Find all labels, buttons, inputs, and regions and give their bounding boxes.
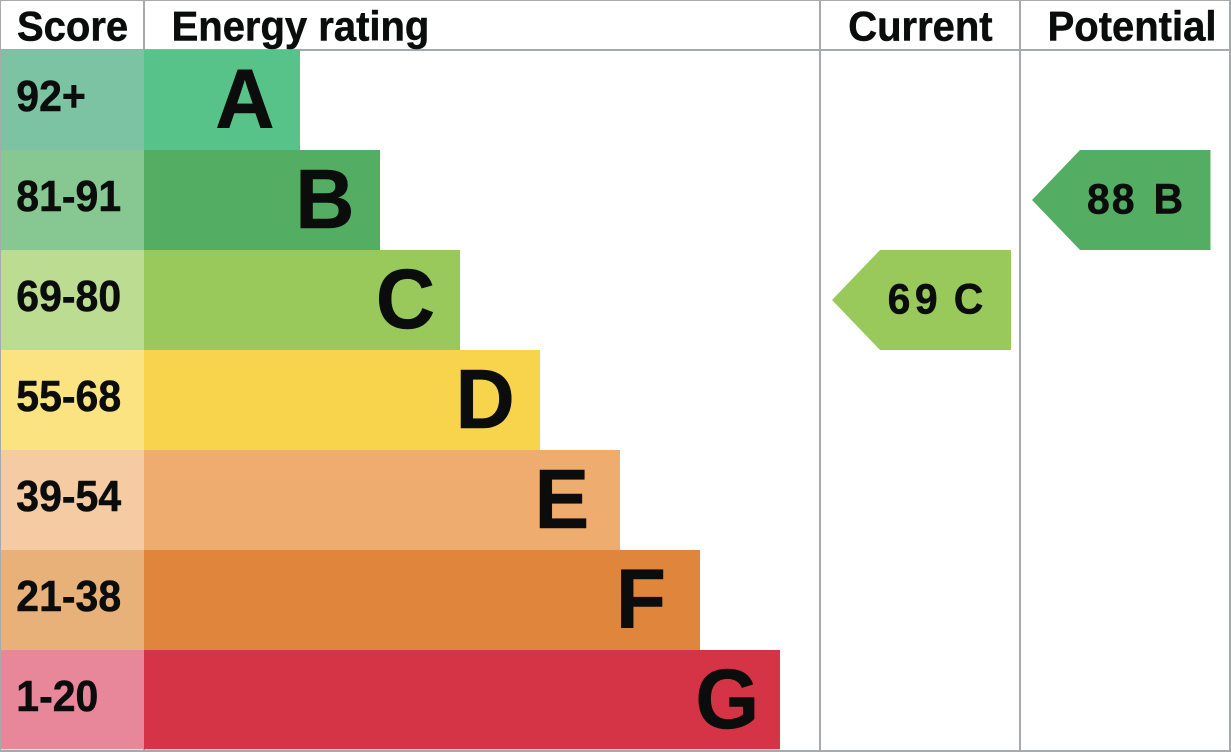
svg-text:G: G (695, 652, 759, 746)
svg-text:Energy rating: Energy rating (172, 3, 430, 50)
svg-text:1-20: 1-20 (16, 672, 98, 720)
svg-text:55-68: 55-68 (16, 372, 121, 420)
svg-text:69: 69 (888, 274, 943, 322)
svg-text:21-38: 21-38 (16, 572, 121, 620)
svg-text:Potential: Potential (1048, 3, 1217, 50)
svg-text:D: D (455, 352, 514, 446)
svg-text:39-54: 39-54 (16, 472, 121, 520)
svg-text:A: A (215, 52, 274, 146)
svg-text:C: C (376, 252, 435, 346)
svg-text:E: E (535, 452, 590, 546)
svg-text:92+: 92+ (16, 72, 86, 120)
svg-text:81-91: 81-91 (16, 172, 121, 220)
svg-text:F: F (616, 552, 666, 646)
svg-text:Score: Score (17, 3, 128, 50)
svg-text:B: B (1154, 174, 1184, 222)
svg-text:88: 88 (1087, 174, 1137, 222)
svg-text:69-80: 69-80 (16, 272, 121, 320)
svg-text:C: C (954, 274, 984, 322)
svg-text:B: B (295, 152, 354, 246)
svg-text:Current: Current (848, 3, 993, 50)
